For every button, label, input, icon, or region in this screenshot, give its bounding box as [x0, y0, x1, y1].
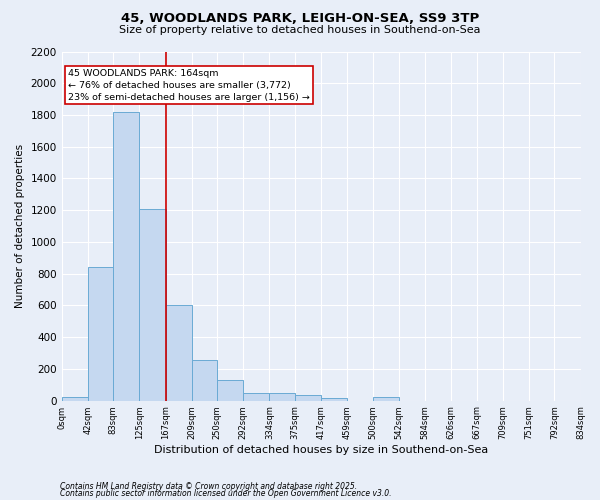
Bar	[88, 268, 113, 400]
Text: Contains HM Land Registry data © Crown copyright and database right 2025.: Contains HM Land Registry data © Crown c…	[60, 482, 357, 491]
Bar	[191, 360, 217, 401]
Bar	[62, 398, 88, 400]
Y-axis label: Number of detached properties: Number of detached properties	[15, 144, 25, 308]
Text: Size of property relative to detached houses in Southend-on-Sea: Size of property relative to detached ho…	[119, 25, 481, 35]
Text: 45, WOODLANDS PARK, LEIGH-ON-SEA, SS9 3TP: 45, WOODLANDS PARK, LEIGH-ON-SEA, SS9 3T…	[121, 12, 479, 26]
X-axis label: Distribution of detached houses by size in Southend-on-Sea: Distribution of detached houses by size …	[154, 445, 488, 455]
Bar	[166, 306, 191, 400]
Bar	[269, 393, 295, 400]
Bar	[244, 392, 269, 400]
Bar	[217, 380, 244, 400]
Bar	[321, 398, 347, 400]
Text: 45 WOODLANDS PARK: 164sqm
← 76% of detached houses are smaller (3,772)
23% of se: 45 WOODLANDS PARK: 164sqm ← 76% of detac…	[68, 69, 310, 102]
Text: Contains public sector information licensed under the Open Government Licence v3: Contains public sector information licen…	[60, 489, 392, 498]
Bar	[295, 395, 321, 400]
Bar	[373, 398, 399, 400]
Bar	[113, 112, 139, 401]
Bar	[139, 208, 166, 400]
